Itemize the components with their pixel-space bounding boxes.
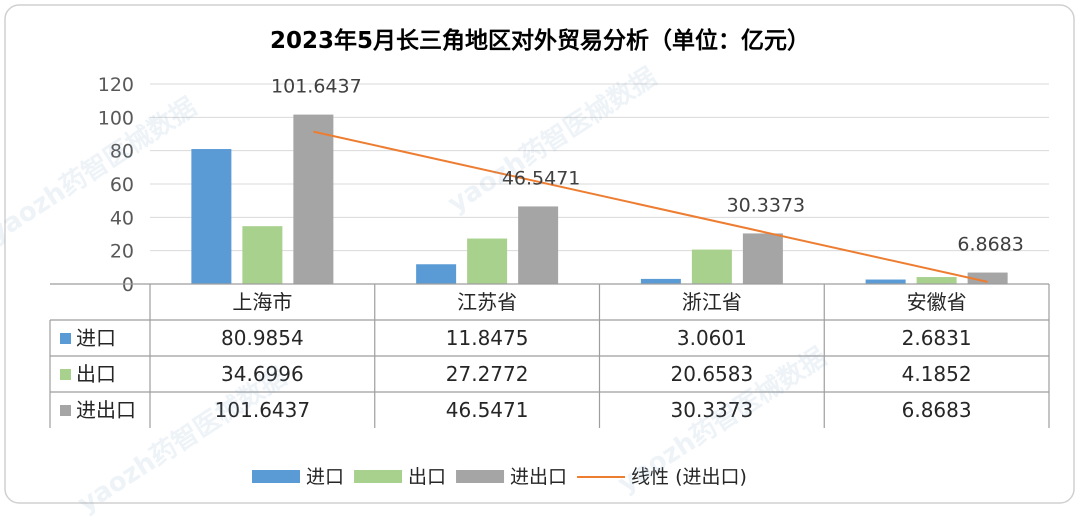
bar-2-2 (742, 233, 783, 284)
data-label: 46.5471 (502, 167, 581, 189)
bar-0-0 (191, 149, 232, 284)
category-label: 安徽省 (907, 290, 967, 314)
table-row-key (60, 369, 71, 380)
data-labels: 101.6437 46.5471 30.3373 6.8683 (271, 76, 1024, 256)
chart: 2023年5月长三角地区对外贸易分析（单位：亿元） 0 20 40 60 80 100 12… (4, 4, 1075, 504)
category-label: 江苏省 (457, 290, 517, 314)
category-label: 上海市 (232, 290, 292, 314)
category-label: 浙江省 (682, 290, 742, 314)
bar-1-1 (467, 238, 508, 284)
bars (191, 114, 1008, 284)
legend-label: 出口 (408, 466, 446, 488)
y-tick-label: 40 (110, 207, 134, 229)
y-tick-label: 120 (98, 74, 134, 96)
table-cell: 2.6831 (902, 326, 972, 350)
y-tick-label: 20 (110, 241, 134, 263)
legend-label: 进口 (306, 466, 344, 488)
table-row-header: 进口 (76, 326, 116, 350)
trendline (313, 130, 988, 283)
chart-title: 2023年5月长三角地区对外贸易分析（单位：亿元） (270, 27, 810, 54)
bar-0-2 (640, 278, 681, 284)
table-cell: 46.5471 (446, 398, 529, 422)
legend: 进口 出口 进出口 线性 (进出口) (252, 466, 747, 488)
legend-label: 线性 (进出口) (631, 466, 747, 488)
table-cell: 30.3373 (671, 398, 754, 422)
bar-2-1 (518, 206, 559, 284)
table-cell: 34.6996 (221, 362, 304, 386)
data-label: 6.8683 (957, 234, 1023, 256)
table-row-key (60, 333, 71, 344)
y-tick-label: 80 (110, 141, 134, 163)
table-row-header: 进出口 (76, 398, 136, 422)
y-axis: 0 20 40 60 80 100 120 (98, 74, 134, 296)
trendline (313, 130, 988, 283)
y-tick-label: 60 (110, 174, 134, 196)
bar-1-0 (242, 226, 283, 284)
bar-0-1 (416, 264, 457, 284)
y-tick-label: 0 (122, 274, 134, 296)
table-cell: 20.6583 (671, 362, 754, 386)
bar-1-2 (691, 249, 732, 284)
table-cell: 101.6437 (215, 398, 310, 422)
table-cell: 6.8683 (902, 398, 972, 422)
legend-swatch (456, 470, 505, 483)
table-row-key (60, 405, 71, 416)
legend-label: 进出口 (510, 466, 567, 488)
table-cell: 80.9854 (221, 326, 304, 350)
table-row-header: 出口 (76, 362, 116, 386)
legend-swatch (252, 470, 300, 483)
chart-frame: 2023年5月长三角地区对外贸易分析（单位：亿元） 0 20 40 60 80 100 12… (0, 4, 1075, 519)
data-label: 101.6437 (271, 76, 362, 98)
data-label: 30.3373 (727, 194, 806, 216)
table-cell: 3.0601 (677, 326, 747, 350)
table-cell: 27.2772 (446, 362, 529, 386)
bar-1-3 (916, 277, 957, 284)
bar-0-3 (865, 279, 906, 284)
bar-2-3 (967, 272, 1008, 284)
y-tick-label: 100 (98, 107, 134, 129)
legend-swatch (354, 470, 403, 483)
table-cell: 11.8475 (446, 326, 529, 350)
bar-2-0 (293, 114, 334, 284)
table-cell: 4.1852 (902, 362, 972, 386)
